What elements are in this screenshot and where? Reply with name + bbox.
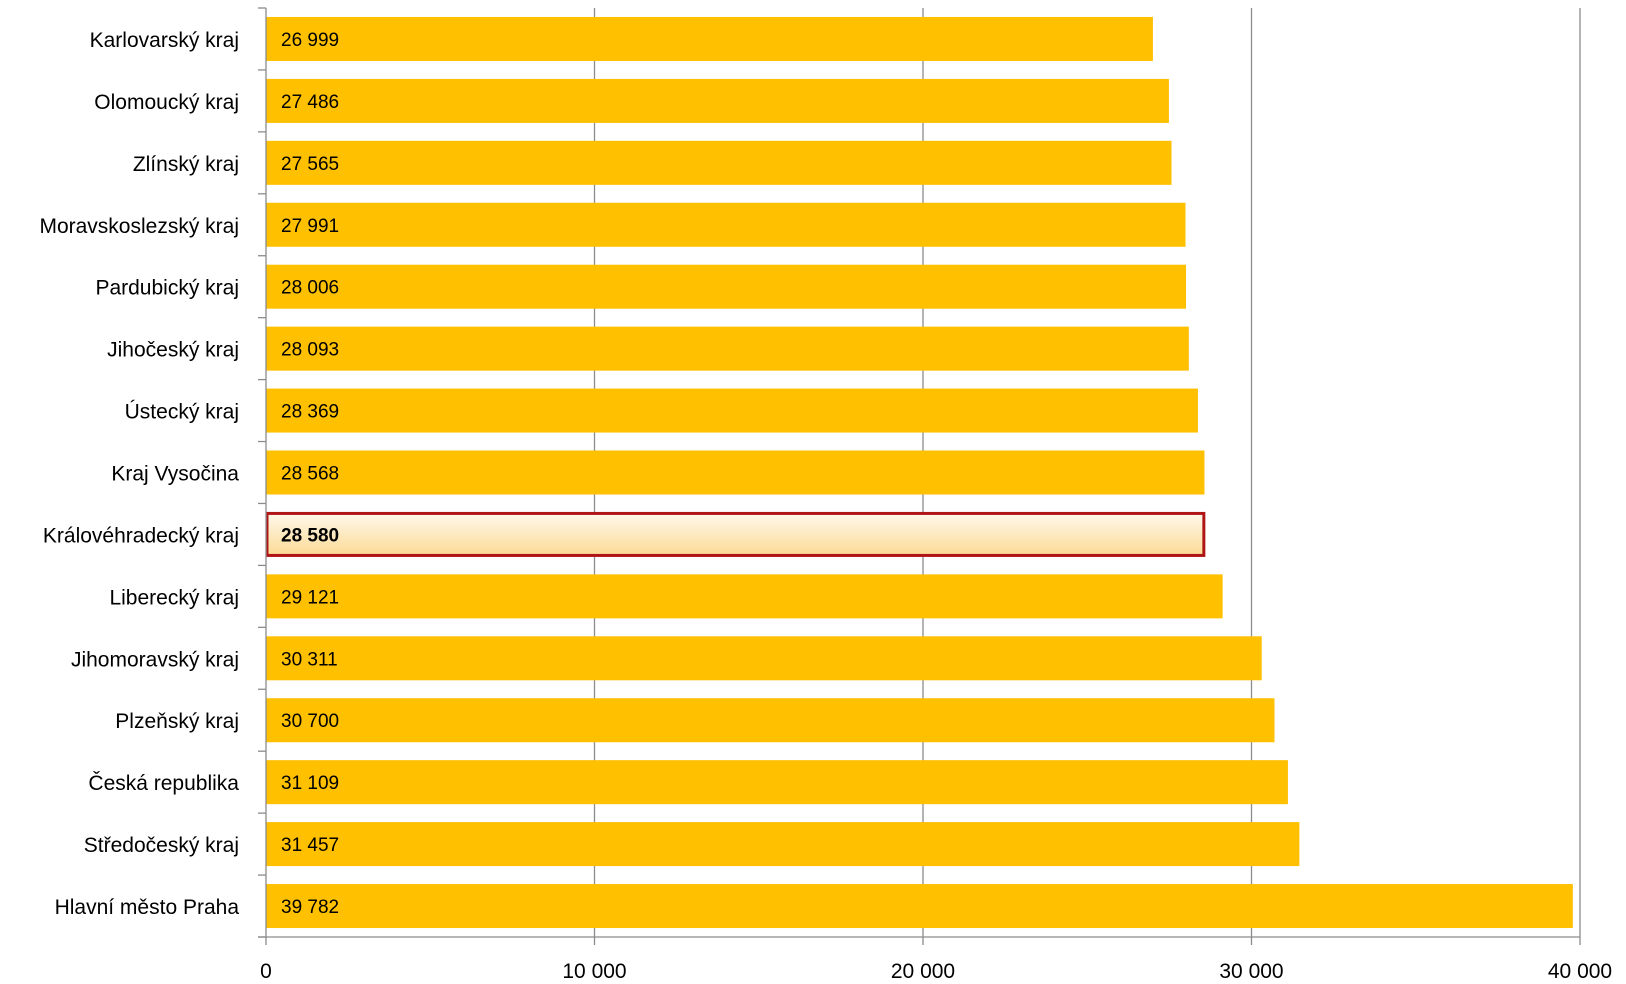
category-label: Olomoucký kraj xyxy=(94,91,239,114)
bar xyxy=(266,760,1288,805)
data-label: 26 999 xyxy=(281,30,339,51)
category-label: Jihočeský kraj xyxy=(107,339,239,362)
data-label: 27 991 xyxy=(281,216,339,237)
data-label: 28 568 xyxy=(281,464,339,485)
category-label: Jihomoravský kraj xyxy=(71,648,239,671)
data-label: 29 121 xyxy=(281,587,339,608)
bar-highlighted xyxy=(265,511,1206,557)
data-label: 28 580 xyxy=(281,525,339,546)
data-label: 27 565 xyxy=(281,154,339,175)
x-tick-labels: 0 10 000 20 000 30 000 40 000 xyxy=(260,960,1612,983)
x-tick-label: 10 000 xyxy=(562,960,626,983)
bar xyxy=(266,140,1172,185)
category-label: Kraj Vysočina xyxy=(111,463,239,486)
bar xyxy=(266,636,1262,681)
data-label: 28 369 xyxy=(281,402,339,423)
bar xyxy=(266,202,1186,247)
data-label: 30 700 xyxy=(281,711,339,732)
axes xyxy=(258,7,1581,945)
data-label: 28 093 xyxy=(281,340,339,361)
x-tick-label: 30 000 xyxy=(1219,960,1283,983)
category-label: Liberecký kraj xyxy=(109,586,239,609)
data-label: 30 311 xyxy=(281,649,338,670)
category-label: Zlínský kraj xyxy=(133,153,239,176)
data-label: 31 109 xyxy=(281,773,339,794)
data-label: 39 782 xyxy=(281,897,339,918)
bar xyxy=(266,16,1153,61)
category-label: Karlovarský kraj xyxy=(90,29,239,52)
bar xyxy=(266,388,1198,433)
category-label: Pardubický kraj xyxy=(95,277,239,300)
bar xyxy=(266,884,1573,929)
category-label: Ústecký kraj xyxy=(125,401,239,424)
bars: 26 999 27 486 27 565 27 991 28 006 28 093 28 3… xyxy=(265,16,1573,929)
bar xyxy=(266,574,1223,619)
data-label: 31 457 xyxy=(281,835,339,856)
bar xyxy=(266,78,1169,123)
category-label: Hlavní město Praha xyxy=(55,896,240,919)
category-label: Česká republika xyxy=(88,772,239,795)
category-label: Středočeský kraj xyxy=(84,834,239,857)
x-tick-label: 0 xyxy=(260,960,272,983)
category-label: Královéhradecký kraj xyxy=(43,524,239,547)
data-label: 28 006 xyxy=(281,278,339,299)
bar xyxy=(266,698,1275,743)
x-tick-label: 40 000 xyxy=(1548,960,1612,983)
category-label: Moravskoslezský kraj xyxy=(39,215,239,238)
bar xyxy=(266,326,1189,371)
bar xyxy=(266,822,1300,867)
bar xyxy=(266,264,1186,309)
category-label: Plzeňský kraj xyxy=(115,710,239,733)
data-label: 27 486 xyxy=(281,92,339,113)
bar xyxy=(266,450,1205,495)
category-labels: Karlovarský kraj Olomoucký kraj Zlínský kr… xyxy=(39,29,239,919)
x-tick-label: 20 000 xyxy=(891,960,955,983)
